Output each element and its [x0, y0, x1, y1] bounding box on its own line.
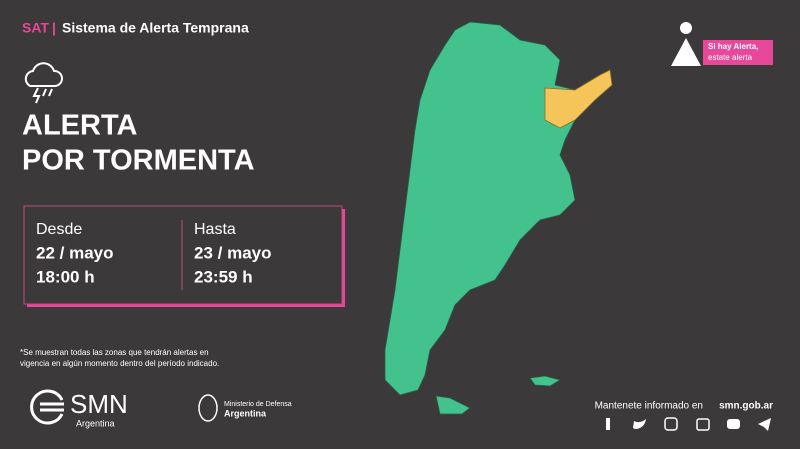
header-separator: |: [52, 20, 56, 36]
map-region: [435, 395, 471, 415]
to-label: Hasta: [194, 221, 236, 238]
badge-text: Si hay Alerta,: [708, 42, 758, 51]
icon-youtube[interactable]: [727, 419, 740, 429]
period-box: [23, 205, 343, 305]
from-date: 22 / mayo: [36, 243, 114, 262]
shield-icon: [198, 394, 218, 422]
badge-text: estate alerta: [708, 53, 753, 62]
icon-instagram[interactable]: [664, 417, 678, 431]
footnote: *Se muestran todas las zonas que tendrán…: [20, 348, 209, 357]
footer-text: Mantenete informado en: [595, 401, 703, 412]
smn-country: Argentina: [76, 418, 115, 428]
from-time: 18:00 h: [36, 267, 95, 286]
header-title: Sistema de Alerta Temprana: [62, 20, 249, 36]
to-time: 23:59 h: [194, 267, 253, 286]
alert-region: [544, 69, 613, 129]
map: [384, 21, 613, 415]
footnote: vigencia en algún momento dentro del per…: [20, 359, 219, 368]
icon-telegram[interactable]: [758, 418, 771, 431]
header-tag: SAT: [22, 20, 49, 36]
alert-title: ALERTA: [22, 110, 138, 142]
footer-url: smn.gob.ar: [719, 401, 773, 412]
icon-twitter[interactable]: [633, 419, 646, 429]
to-date: 23 / mayo: [194, 243, 272, 262]
icon-tv[interactable]: [696, 418, 710, 431]
social-icons: [606, 417, 771, 431]
ministry-country: Argentina: [224, 408, 267, 418]
alert-title: POR TORMENTA: [22, 145, 255, 177]
icon-facebook[interactable]: [606, 418, 610, 430]
storm-icon: [24, 62, 63, 104]
smn-name: SMN: [70, 389, 128, 419]
map-region: [529, 375, 562, 387]
smn-logo: [30, 389, 64, 425]
badge: Si hay Alerta, estate alerta: [671, 22, 773, 66]
ministry-name: Ministerio de Defensa: [224, 401, 292, 408]
from-label: Desde: [36, 221, 82, 238]
